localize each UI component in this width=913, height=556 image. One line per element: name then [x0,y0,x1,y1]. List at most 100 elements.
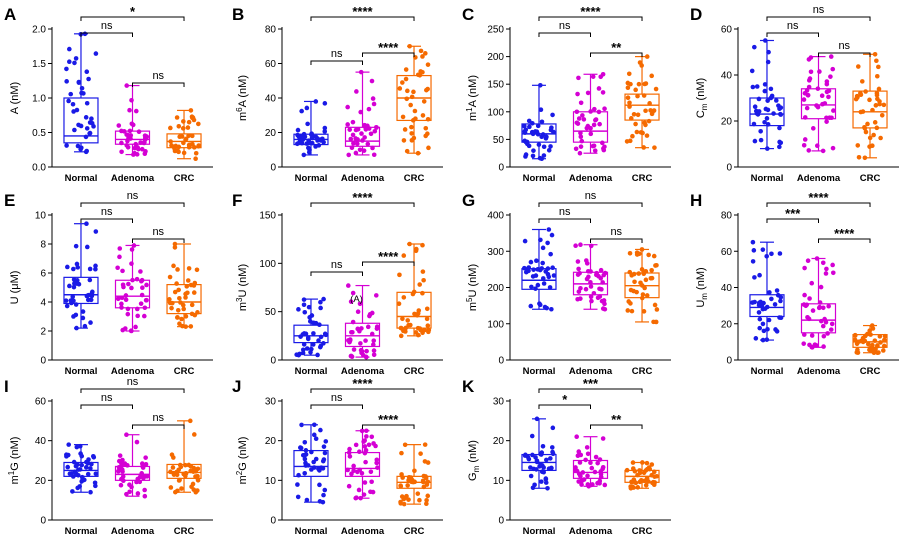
data-point [322,487,328,493]
data-point [127,107,132,113]
significance-bracket: ns [818,40,871,57]
data-point [425,116,431,122]
data-point [321,444,327,449]
significance-label: **** [352,4,373,19]
data-point [644,460,650,466]
box-adenoma [344,283,381,360]
data-point [196,143,202,148]
data-point [353,150,359,156]
category-label: CRC [404,526,425,537]
data-point [600,464,606,470]
data-point [578,130,583,136]
data-point [371,338,377,343]
panel-d: D 0 20 40 60 Cm (nM) Normal Adenoma CRC ns ns ns [690,4,899,184]
data-point [421,473,427,479]
y-tick-label: 0 [726,163,732,174]
data-point [133,324,138,330]
data-point [403,76,409,82]
data-point [87,130,93,136]
data-point [855,143,861,148]
data-point [400,316,405,322]
data-point [345,104,350,110]
data-point [602,106,607,112]
data-point [357,147,363,153]
data-point [124,432,129,438]
y-tick-label: 20 [265,436,277,447]
panel-letter: F [232,191,242,210]
significance-bracket: **** [362,40,415,57]
data-point [643,482,649,488]
data-point [118,482,124,488]
data-point [363,338,368,343]
data-point [526,118,532,124]
category-label: Adenoma [797,366,841,377]
significance-label: ns [101,20,113,32]
significance-label: ns [127,190,139,202]
significance-label: ns [101,206,113,218]
y-label-part: U (nM) [237,264,249,298]
data-point [142,493,148,499]
category-label: CRC [860,173,881,184]
data-point [73,302,79,307]
data-point [766,317,772,323]
data-point [135,313,140,319]
significance-bracket: ns [132,226,185,243]
data-point [630,466,636,471]
data-point [854,350,860,355]
data-point [576,449,582,454]
data-point [168,125,173,131]
data-point [583,457,588,463]
y-axis-label: Gm (nM) [467,440,481,481]
data-point [79,85,85,91]
data-point [366,106,372,112]
data-point [762,82,768,87]
bracket-line [132,238,185,243]
data-point [183,314,189,319]
data-point [168,139,173,144]
data-point [598,267,604,273]
significance-bracket: ns [538,206,591,223]
data-point [806,84,812,90]
data-point [576,116,582,121]
data-point [858,92,864,98]
data-point [71,266,76,272]
box-iqr [293,449,329,477]
significance-label: ns [813,4,825,16]
significance-bracket: ns [132,412,185,429]
data-point [65,264,70,270]
data-point [346,152,352,158]
box-iqr [852,90,888,129]
data-point [120,282,126,288]
data-point [639,295,645,301]
data-point [534,416,540,422]
data-point [321,296,326,302]
data-point [540,260,545,266]
data-point [881,343,887,349]
box-normal [521,83,557,162]
data-point [347,454,353,459]
data-point [355,141,360,147]
data-point [73,243,79,249]
data-point [809,333,815,338]
data-point [132,145,138,151]
data-point [870,107,875,113]
data-point [824,81,830,87]
category-label: Adenoma [111,173,155,184]
significance-label: **** [378,249,399,264]
data-point [749,68,755,74]
significance-bracket: ** [590,40,643,57]
data-point [820,323,826,329]
category-label: Adenoma [341,526,385,537]
data-point [93,483,98,489]
data-point [550,425,556,431]
data-point [757,272,762,278]
data-point [874,58,879,64]
data-point [882,333,888,339]
data-point [93,266,98,272]
y-tick-label: 100 [487,319,504,330]
data-point [653,86,659,92]
data-point [417,326,423,331]
data-point [593,117,598,123]
category-label: CRC [404,366,425,377]
data-point [592,469,598,475]
